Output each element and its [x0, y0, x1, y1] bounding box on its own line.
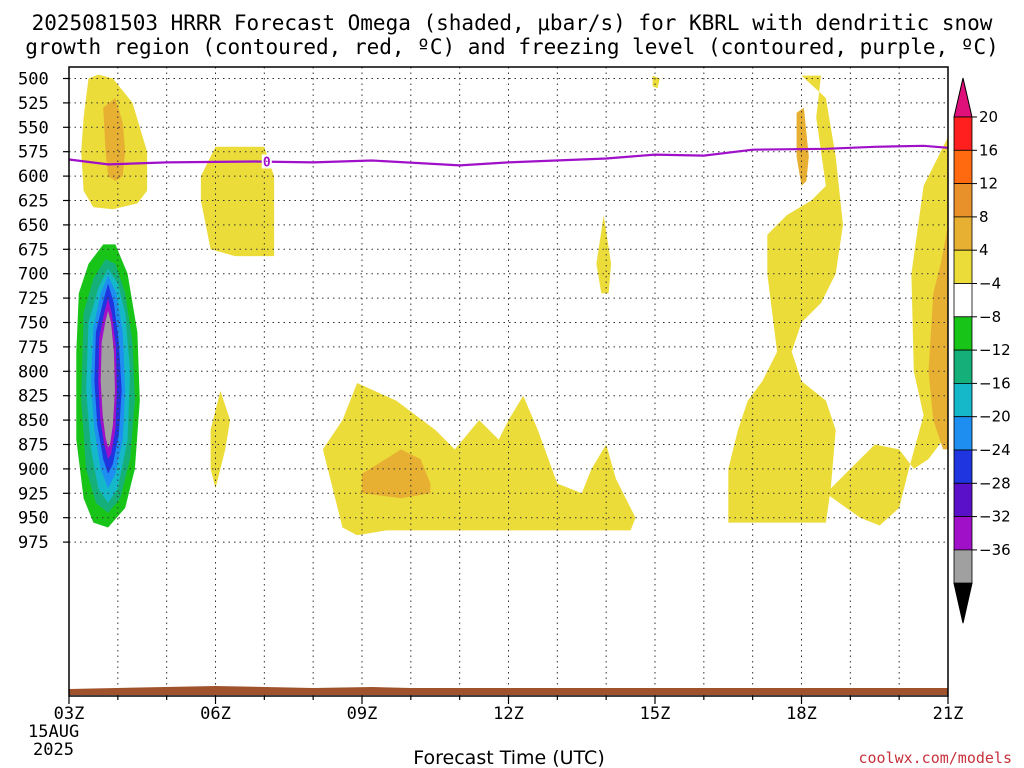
x-axis-label: Forecast Time (UTC): [413, 747, 604, 768]
colorbar-top-arrow: [953, 77, 973, 118]
terrain-strip: [69, 686, 948, 695]
y-tick-label: 500: [18, 70, 49, 90]
colorbar-swatch: [953, 183, 973, 218]
x-tick-label: 09Z: [347, 704, 378, 724]
omega-region-4-1: [200, 146, 275, 257]
y-tick-label: 800: [18, 362, 49, 382]
y-tick-label: 875: [18, 436, 49, 456]
colorbar-label: −4: [979, 275, 1001, 293]
y-tick-label: 525: [18, 94, 49, 114]
colorbar-label: −12: [979, 341, 1011, 359]
y-tick-label: 625: [18, 192, 49, 212]
chart-title-line1: 2025081503 HRRR Forecast Omega (shaded, …: [32, 11, 993, 35]
x-tick-label: 15Z: [640, 704, 671, 724]
y-tick-label: 600: [18, 167, 49, 187]
y-tick-label: 700: [18, 265, 49, 285]
omega-shading: [71, 74, 948, 547]
colorbar-label: 12: [979, 175, 998, 193]
omega-region-4-4: [596, 215, 612, 294]
colorbar-label: −8: [979, 308, 1001, 326]
y-tick-label: 575: [18, 143, 49, 163]
y-tick-label: 750: [18, 314, 49, 334]
x-tick-label: 12Z: [493, 704, 524, 724]
omega-region-8-3: [928, 224, 948, 450]
x-tick-label: 06Z: [200, 704, 231, 724]
omega-region-4-7: [825, 137, 948, 526]
colorbar-label: −16: [979, 374, 1011, 392]
colorbar-label: −28: [979, 474, 1011, 492]
colorbar-label: −20: [979, 408, 1011, 426]
omega-region-4-3: [322, 383, 636, 536]
freezing-level-contour: 0: [68, 144, 949, 170]
start-date-year: 2025: [33, 740, 74, 760]
colorbar-swatch: [953, 482, 973, 517]
omega-region-neg36-0: [100, 310, 115, 448]
colorbar-swatch: [953, 316, 973, 351]
colorbar-swatch: [953, 349, 973, 384]
y-tick-label: 950: [18, 509, 49, 529]
omega-region-4-2: [210, 390, 231, 489]
colorbar-swatch: [953, 516, 973, 551]
pressure-axis: 500 525 550 575 600 625 650 675 700 725 750 775 800 8…: [18, 70, 69, 553]
colorbar-swatch: [953, 283, 973, 318]
y-tick-label: 675: [18, 240, 49, 260]
omega-region-neg4-1: [303, 254, 318, 313]
y-tick-label: 650: [18, 216, 49, 236]
omega-region-neg4-2: [640, 234, 704, 440]
terrain-fill: [69, 686, 948, 695]
colorbar-label: 8: [979, 208, 989, 226]
omega-region-8-2: [796, 107, 809, 186]
y-tick-label: 775: [18, 338, 49, 358]
colorbar-swatch: [953, 149, 973, 185]
y-tick-label: 900: [18, 460, 49, 480]
x-tick-label: 21Z: [933, 704, 964, 724]
start-date-month: 15AUG: [28, 722, 79, 742]
plot-grid: [68, 67, 949, 696]
colorbar-swatch: [953, 116, 973, 151]
omega-region-4-6: [728, 75, 843, 523]
credit-text: coolwx.com/models: [858, 749, 1012, 767]
colorbar-swatch: [953, 549, 973, 584]
x-tick-label: 18Z: [786, 704, 817, 724]
y-tick-label: 975: [18, 533, 49, 553]
omega-region-8-0: [103, 98, 126, 181]
omega-region-8-1: [362, 449, 431, 499]
colorbar-swatch: [953, 449, 973, 484]
colorbar-label: −24: [979, 441, 1011, 459]
freezing-level-label: 0: [263, 155, 271, 170]
colorbar-label: 16: [979, 141, 998, 159]
colorbar-swatch: [953, 216, 973, 251]
y-tick-label: 825: [18, 387, 49, 407]
colorbar-swatch: [953, 249, 973, 284]
colorbar-label: −36: [979, 541, 1011, 559]
freezing-label-bg: [261, 154, 272, 169]
colorbar-label: −32: [979, 508, 1011, 526]
omega-region-4-5: [652, 75, 660, 89]
x-tick-label: 03Z: [54, 704, 85, 724]
omega-colorbar: 20 16 12 8 4 −4 −8 −12 −16 −20 −24 −28 −32 −36: [953, 77, 1011, 624]
colorbar-swatch: [953, 382, 973, 418]
freezing-level-line: [68, 144, 949, 167]
colorbar-swatch: [953, 416, 973, 451]
chart-title-line2: growth region (contoured, red, ºC) and f…: [25, 35, 999, 59]
y-tick-label: 925: [18, 484, 49, 504]
colorbar-label: 20: [979, 108, 998, 126]
time-axis: 03Z 06Z 09Z 12Z 15Z 18Z 21Z: [54, 696, 964, 724]
y-tick-label: 725: [18, 289, 49, 309]
colorbar-bottom-arrow: [953, 582, 973, 624]
colorbar-label: 4: [979, 241, 989, 259]
y-tick-label: 550: [18, 118, 49, 138]
y-tick-label: 850: [18, 411, 49, 431]
